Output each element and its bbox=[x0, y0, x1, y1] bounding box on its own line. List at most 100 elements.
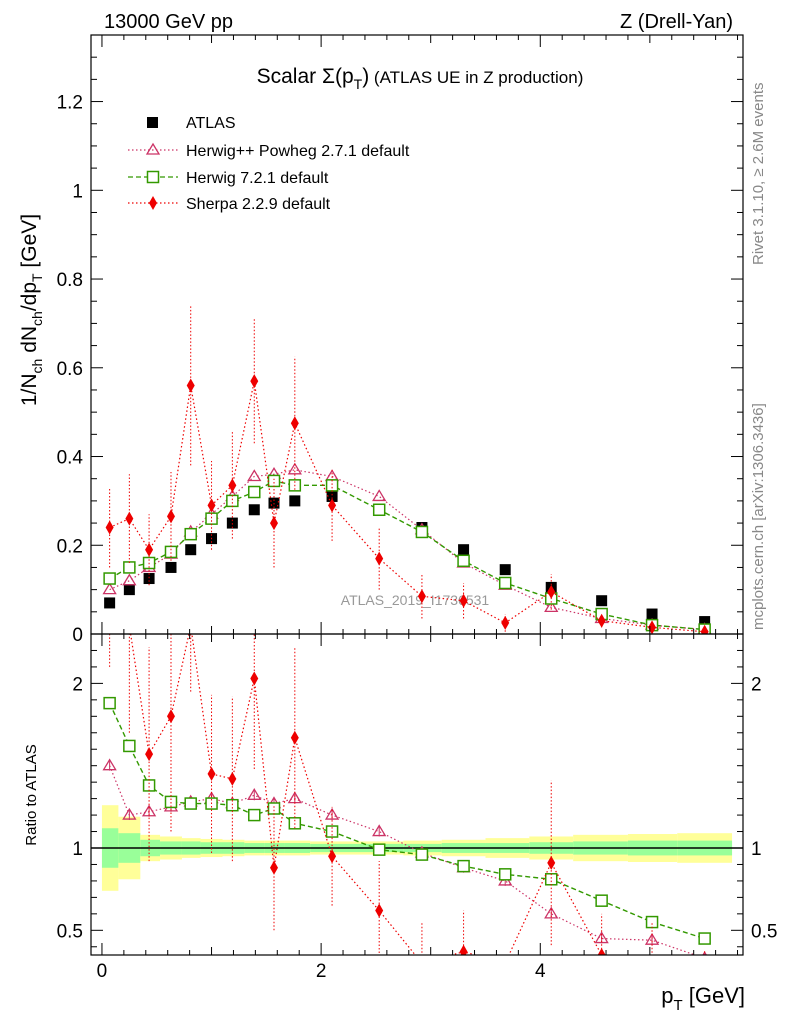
main-point-sherpa bbox=[105, 520, 114, 535]
main-line-herwigpp bbox=[109, 469, 705, 631]
ratio-point-sherpa bbox=[250, 671, 259, 686]
ratio-point-sherpa bbox=[501, 956, 509, 970]
xlabel: pT [GeV] bbox=[661, 983, 745, 1014]
ratio-frame bbox=[90, 633, 744, 956]
main-point-herwig7 bbox=[457, 554, 470, 568]
main-point-sherpa bbox=[228, 478, 237, 493]
main-point-sherpa bbox=[328, 498, 337, 513]
main-point-sherpa bbox=[145, 542, 154, 557]
legend-herwigpp-marker bbox=[145, 142, 161, 155]
ratio-ytick-label-right: 2 bbox=[751, 674, 762, 695]
ratio-line-sherpa bbox=[130, 634, 606, 955]
main-point-atlas bbox=[104, 597, 116, 609]
ratio-point-sherpa bbox=[207, 766, 216, 781]
ratio-point-sherpa bbox=[269, 860, 278, 875]
main-point-atlas bbox=[596, 595, 608, 607]
ratio-point-sherpa bbox=[459, 944, 468, 955]
main-point-herwigpp bbox=[247, 469, 262, 482]
ratio-point-herwig7 bbox=[415, 848, 429, 861]
ratio-point-herwigpp bbox=[644, 932, 660, 945]
main-point-herwig7 bbox=[498, 576, 512, 590]
legend-atlas-label: ATLAS bbox=[186, 115, 236, 132]
ratio-point-herwig7 bbox=[123, 739, 136, 753]
main-point-sherpa bbox=[547, 584, 556, 599]
ratio-point-herwig7 bbox=[698, 932, 711, 945]
main-point-herwigpp bbox=[544, 600, 559, 613]
watermark: ATLAS_2019_I1736531 bbox=[341, 592, 490, 608]
ratio-ytick-label: 0.5 bbox=[57, 921, 83, 942]
ratio-point-herwigpp bbox=[372, 824, 387, 837]
legend-item-atlas: ATLAS bbox=[147, 115, 236, 132]
main-point-sherpa bbox=[417, 589, 426, 604]
ratio-xtick-label: 0 bbox=[97, 961, 108, 982]
main-point-herwigpp bbox=[287, 462, 302, 475]
main-point-atlas bbox=[499, 564, 511, 576]
legend-sherpa-marker bbox=[149, 196, 157, 210]
header-left: 13000 GeV pp bbox=[104, 11, 233, 33]
main-point-sherpa bbox=[186, 378, 195, 393]
main-plot-area bbox=[102, 305, 712, 634]
main-point-herwig7 bbox=[372, 503, 386, 517]
ratio-point-herwig7 bbox=[498, 868, 512, 881]
ratio-plot-area bbox=[91, 619, 743, 970]
main-point-sherpa bbox=[700, 624, 709, 634]
main-point-sherpa bbox=[250, 374, 259, 389]
ratio-point-sherpa bbox=[375, 903, 384, 918]
legend-atlas-marker bbox=[147, 117, 158, 128]
main-point-herwig7 bbox=[164, 545, 178, 559]
mcplots-label: mcplots.cern.ch [arXiv:1306.3436] bbox=[750, 403, 767, 630]
legend-herwig7-label: Herwig 7.2.1 default bbox=[186, 170, 329, 187]
main-point-herwig7 bbox=[103, 572, 116, 585]
main-point-sherpa bbox=[207, 498, 216, 513]
ratio-point-sherpa bbox=[290, 730, 299, 745]
main-point-atlas bbox=[226, 517, 238, 529]
main-ytick-label: 1.2 bbox=[57, 93, 83, 114]
main-point-herwig7 bbox=[325, 479, 339, 492]
main-point-atlas bbox=[646, 608, 658, 620]
main-point-sherpa bbox=[125, 511, 134, 526]
ratio-point-herwigpp bbox=[141, 804, 157, 817]
main-point-atlas bbox=[699, 616, 711, 628]
header-right: Z (Drell-Yan) bbox=[620, 11, 733, 33]
ratio-point-sherpa bbox=[547, 855, 556, 870]
main-point-herwig7 bbox=[267, 474, 281, 488]
ratio-point-sherpa bbox=[597, 948, 606, 955]
ratio-ytick-label-right: 1 bbox=[751, 839, 762, 860]
main-point-herwig7 bbox=[248, 485, 261, 499]
ratio-line-herwig7 bbox=[108, 702, 705, 940]
ratio-point-sherpa bbox=[145, 747, 154, 762]
ratio-point-sherpa bbox=[648, 956, 656, 970]
legend-herwigpp-label: Herwig++ Powheg 2.7.1 default bbox=[186, 143, 410, 160]
ratio-point-herwigpp bbox=[594, 931, 609, 944]
ratio-point-herwig7 bbox=[248, 808, 261, 822]
main-ytick-label: 0.6 bbox=[57, 359, 83, 380]
ratio-point-herwigpp bbox=[122, 807, 137, 820]
main-point-sherpa bbox=[290, 416, 299, 431]
main-point-herwigpp bbox=[102, 582, 117, 595]
ratio-ylabel: Ratio to ATLAS bbox=[23, 744, 40, 845]
main-ytick-label: 1 bbox=[72, 181, 83, 202]
main-point-sherpa bbox=[269, 516, 278, 531]
rivet-label: Rivet 3.1.10, ≥ 2.6M events bbox=[750, 83, 767, 266]
ratio-point-sherpa bbox=[125, 619, 133, 633]
ratio-point-herwigpp bbox=[544, 906, 559, 919]
ratio-point-herwig7 bbox=[544, 873, 558, 886]
chart-title: Scalar Σ(pT) (ATLAS UE in Z production) bbox=[257, 65, 584, 92]
main-point-atlas bbox=[326, 490, 338, 502]
ratio-point-sherpa bbox=[166, 709, 175, 724]
main-point-sherpa bbox=[501, 615, 510, 630]
main-point-herwigpp bbox=[372, 489, 387, 502]
ratio-point-herwig7 bbox=[457, 859, 470, 873]
legend-sherpa-label: Sherpa 2.2.9 default bbox=[186, 196, 331, 213]
legend-item-herwigpp: Herwig++ Powheg 2.7.1 default bbox=[128, 142, 410, 160]
main-ytick-label: 0.8 bbox=[57, 270, 83, 291]
ratio-point-herwigpp bbox=[102, 758, 117, 771]
main-ytick-label: 0.2 bbox=[57, 536, 83, 557]
legend-item-sherpa: Sherpa 2.2.9 default bbox=[128, 196, 331, 213]
main-point-herwig7 bbox=[226, 494, 239, 508]
ratio-point-herwig7 bbox=[372, 843, 386, 856]
main-point-atlas bbox=[143, 573, 155, 585]
ratio-point-sherpa bbox=[228, 771, 237, 786]
main-point-sherpa bbox=[166, 509, 175, 524]
